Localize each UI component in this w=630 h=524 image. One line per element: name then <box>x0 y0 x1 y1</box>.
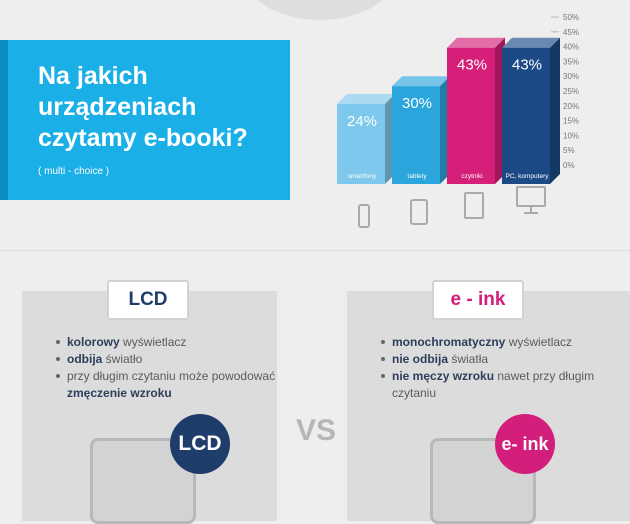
category-label: smartfony <box>348 173 377 180</box>
bar <box>502 47 550 184</box>
bar-top <box>392 76 450 87</box>
lcd-circle-badge: LCD <box>170 414 230 474</box>
lcd-features: kolorowy wyświetlacz odbija światło przy… <box>56 334 291 402</box>
list-item: odbija światło <box>56 351 291 368</box>
ereader-icon <box>464 192 484 219</box>
smartphone-icon <box>358 204 370 228</box>
bar-top <box>337 93 395 104</box>
eink-circle-badge: e- ink <box>495 414 555 474</box>
y-tick-label: 35% <box>563 57 579 66</box>
bar <box>447 47 495 184</box>
bar-side <box>550 37 560 184</box>
bar <box>337 103 385 184</box>
list-item: monochromatyczny wyświetlacz <box>381 334 621 351</box>
list-item: przy długim czytaniu może powodować zmęc… <box>56 368 291 402</box>
list-item: nie odbija światła <box>381 351 621 368</box>
title-line-2: urządzeniach <box>38 93 197 121</box>
title-line-1: Na jakich <box>38 62 148 90</box>
category-label: czytniki <box>461 173 482 180</box>
data-label: 24% <box>347 113 377 130</box>
title-stripe <box>0 40 8 200</box>
bar-top <box>502 37 560 48</box>
data-label: 43% <box>457 57 487 74</box>
y-tick-label: 10% <box>563 131 579 140</box>
subtitle: ( multi - choice ) <box>38 166 110 177</box>
y-tick-label: 30% <box>563 72 579 81</box>
y-tick-label: 50% <box>563 13 579 22</box>
y-tick-label: 25% <box>563 87 579 96</box>
y-tick-label: 20% <box>563 102 579 111</box>
bar-chart: 0% 5% 10% 15% 20% 25% 30% 35% 40% 45% 50% 24% smartf… <box>337 13 579 228</box>
section-divider <box>0 250 630 251</box>
list-item: kolorowy wyświetlacz <box>56 334 291 351</box>
list-item: nie męczy wzroku nawet przy długim czyta… <box>381 368 621 402</box>
category-label: PC, komputery <box>506 173 550 180</box>
bar-top <box>447 37 505 48</box>
y-tick-label: 0% <box>563 161 575 170</box>
monitor-icon <box>516 186 546 207</box>
vs-label: VS <box>296 414 337 447</box>
eink-label: e - ink <box>432 280 524 320</box>
eink-features: monochromatyczny wyświetlacz nie odbija … <box>381 334 621 402</box>
category-label: tablety <box>407 173 427 180</box>
y-tick-label: 5% <box>563 146 575 155</box>
lcd-label: LCD <box>107 280 189 320</box>
y-tick-label: 45% <box>563 28 579 37</box>
y-tick-label: 15% <box>563 117 579 126</box>
tablet-icon <box>410 199 428 225</box>
data-label: 30% <box>402 95 432 112</box>
title-box: Na jakich urządzeniach czytamy e-booki? … <box>0 40 290 200</box>
bar <box>392 86 440 184</box>
data-label: 43% <box>512 57 542 74</box>
y-tick-label: 40% <box>563 43 579 52</box>
title-line-3: czytamy e-booki? <box>38 124 248 152</box>
page-title: Na jakich urządzeniach czytamy e-booki? <box>38 61 248 154</box>
